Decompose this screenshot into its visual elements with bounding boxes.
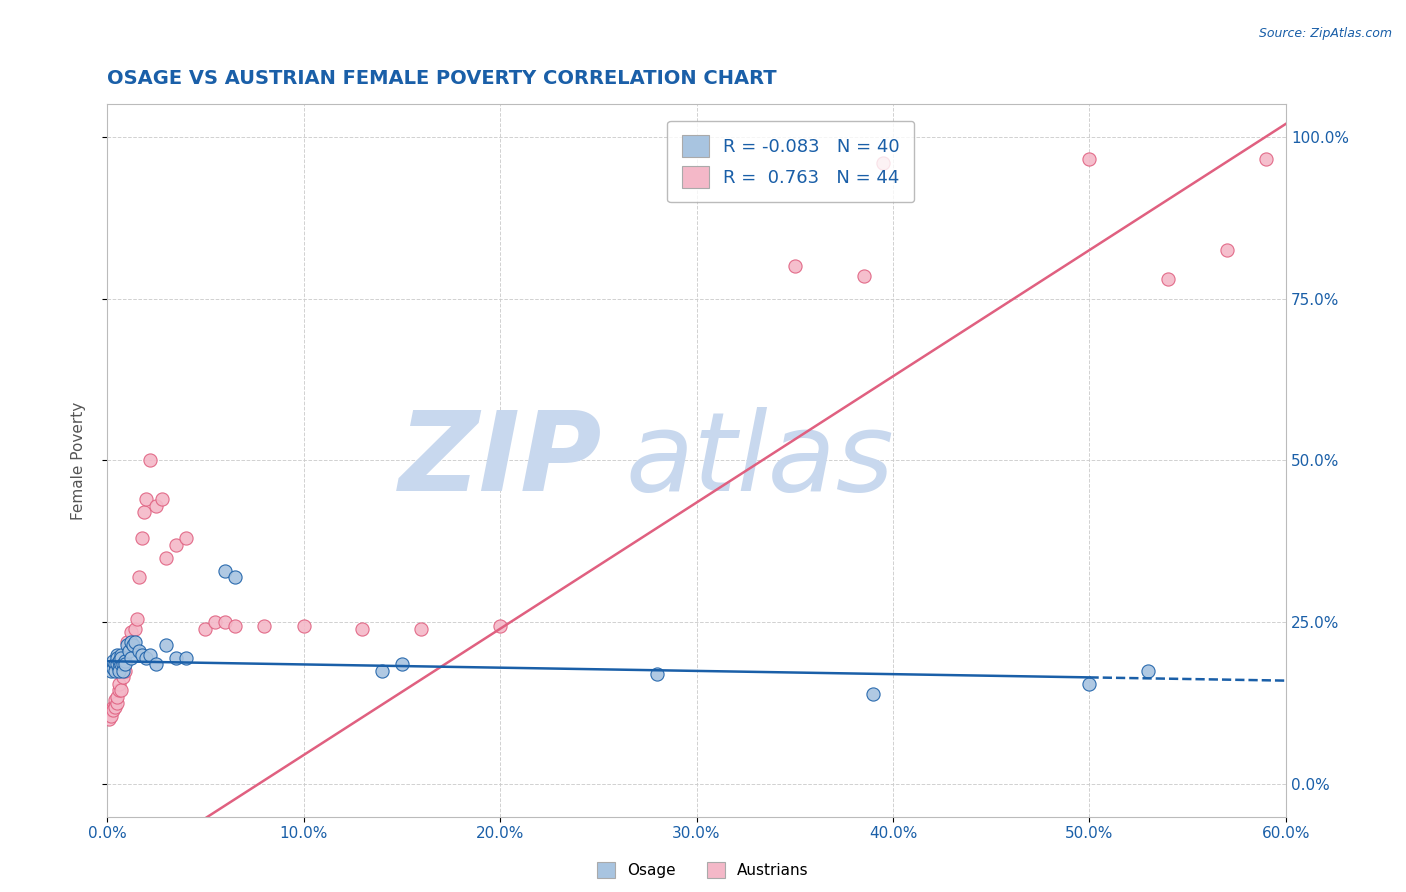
Point <box>224 570 246 584</box>
Point <box>852 268 875 283</box>
Legend: Osage, Austrians: Osage, Austrians <box>591 856 815 884</box>
Point <box>100 709 122 723</box>
Point <box>174 531 197 545</box>
Point <box>110 683 132 698</box>
Point <box>105 651 128 665</box>
Text: ZIP: ZIP <box>399 407 602 514</box>
Point <box>145 499 167 513</box>
Point <box>101 654 124 668</box>
Point <box>124 634 146 648</box>
Point <box>111 657 134 672</box>
Point <box>165 538 187 552</box>
Point <box>214 615 236 630</box>
Text: atlas: atlas <box>626 407 894 514</box>
Point <box>131 648 153 662</box>
Point <box>120 625 142 640</box>
Point <box>292 618 315 632</box>
Point <box>104 693 127 707</box>
Point <box>224 618 246 632</box>
Point <box>1078 153 1101 167</box>
Point <box>128 570 150 584</box>
Point <box>104 664 127 678</box>
Point <box>125 612 148 626</box>
Legend: R = -0.083   N = 40, R =  0.763   N = 44: R = -0.083 N = 40, R = 0.763 N = 44 <box>668 120 914 202</box>
Point <box>783 259 806 273</box>
Point <box>105 657 128 672</box>
Point <box>101 699 124 714</box>
Point <box>115 638 138 652</box>
Point <box>253 618 276 632</box>
Point <box>108 683 131 698</box>
Point <box>135 492 157 507</box>
Point <box>111 664 134 678</box>
Point <box>155 638 177 652</box>
Point <box>174 651 197 665</box>
Point <box>135 651 157 665</box>
Point <box>134 505 156 519</box>
Point <box>114 657 136 672</box>
Point <box>108 661 131 675</box>
Point <box>165 651 187 665</box>
Point <box>108 654 131 668</box>
Point <box>115 634 138 648</box>
Point <box>645 667 668 681</box>
Point <box>105 648 128 662</box>
Point <box>120 634 142 648</box>
Point <box>100 703 122 717</box>
Point <box>98 713 121 727</box>
Point <box>110 651 132 665</box>
Point <box>194 622 217 636</box>
Point <box>108 677 131 691</box>
Point <box>101 661 124 675</box>
Point <box>391 657 413 672</box>
Point <box>104 657 127 672</box>
Text: Source: ZipAtlas.com: Source: ZipAtlas.com <box>1258 27 1392 40</box>
Point <box>100 664 122 678</box>
Point <box>118 644 141 658</box>
Point <box>1137 664 1160 678</box>
Point <box>111 670 134 684</box>
Point <box>105 690 128 704</box>
Point <box>352 622 374 636</box>
Point <box>124 622 146 636</box>
Point <box>1078 677 1101 691</box>
Text: OSAGE VS AUSTRIAN FEMALE POVERTY CORRELATION CHART: OSAGE VS AUSTRIAN FEMALE POVERTY CORRELA… <box>107 69 776 87</box>
Point <box>204 615 226 630</box>
Point <box>1157 272 1180 286</box>
Point <box>101 703 124 717</box>
Point <box>1216 243 1239 257</box>
Point <box>104 699 127 714</box>
Point <box>114 654 136 668</box>
Point <box>214 564 236 578</box>
Point <box>114 664 136 678</box>
Point <box>150 492 173 507</box>
Point <box>110 657 132 672</box>
Point <box>131 531 153 545</box>
Point <box>145 657 167 672</box>
Point <box>1256 153 1278 167</box>
Point <box>411 622 433 636</box>
Point <box>120 651 142 665</box>
Point <box>155 550 177 565</box>
Point <box>872 155 894 169</box>
Y-axis label: Female Poverty: Female Poverty <box>72 401 86 520</box>
Point <box>110 648 132 662</box>
Point <box>139 648 162 662</box>
Point <box>489 618 512 632</box>
Point <box>105 696 128 710</box>
Point <box>128 644 150 658</box>
Point <box>139 453 162 467</box>
Point <box>108 664 131 678</box>
Point <box>121 638 143 652</box>
Point <box>371 664 394 678</box>
Point <box>862 687 884 701</box>
